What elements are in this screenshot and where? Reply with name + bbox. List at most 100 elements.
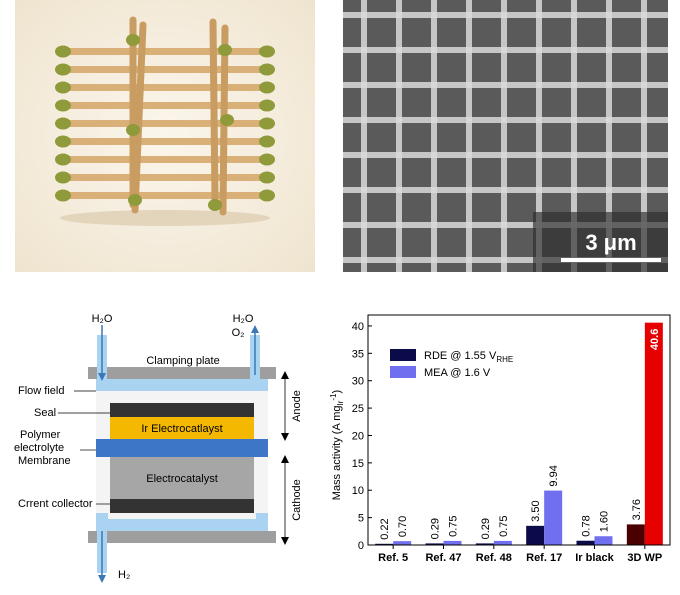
sem-line (361, 0, 367, 272)
bar-mea-3 (544, 490, 563, 545)
sem-line (343, 47, 668, 53)
matchstick (65, 66, 265, 73)
matchstick (65, 48, 265, 55)
category-label: Ref. 17 (526, 552, 562, 564)
seal-layer (110, 403, 254, 417)
water-outlet-label: H₂O (233, 313, 254, 325)
y-tick-label: 40 (352, 321, 364, 333)
scale-bar-label: 3 μm (585, 230, 636, 255)
anode-label: Anode (291, 390, 303, 422)
sem-line (571, 0, 577, 272)
matchstick (65, 84, 265, 91)
matchstick (65, 120, 265, 127)
sem-line (343, 222, 668, 228)
category-label: Ref. 47 (425, 552, 461, 564)
bar-rde-4 (576, 540, 595, 545)
hydrogen-outlet-label: H₂ (118, 569, 130, 581)
category-label: Ref. 5 (378, 552, 408, 564)
y-tick-label: 15 (352, 458, 364, 470)
electrocatalyst-layer (110, 457, 254, 499)
matchstick (65, 174, 265, 181)
sem-line (343, 257, 668, 263)
category-label: Ref. 48 (476, 552, 512, 564)
bar-mea-4 (594, 536, 613, 545)
bar-mea-1 (443, 540, 462, 545)
water-inlet-label: H₂O (92, 313, 113, 325)
bar-mea-0 (393, 541, 412, 545)
y-tick-label: 0 (358, 540, 364, 552)
electrocatalyst-label: Electrocatalyst (146, 473, 218, 485)
y-tick-label: 20 (352, 430, 364, 442)
membrane-label-line3: Membrane (18, 455, 71, 467)
current-collector-layer (110, 499, 254, 513)
oxygen-outlet-label: O₂ (232, 327, 245, 339)
sem-line (343, 187, 668, 193)
sem-line (536, 0, 542, 272)
matchstick-illustration (15, 0, 315, 272)
mass-activity-chart: Mass activity (A mgIr-1) 0.22 0.70 0.29 0.7… (330, 305, 680, 595)
legend-swatch-rde (390, 349, 416, 361)
data-label: 40.6 (649, 329, 661, 350)
legend-swatch-mea (390, 366, 416, 378)
legend-label-mea: MEA @ 1.6 V (424, 367, 491, 379)
current-collector-label: Crrent collector (18, 498, 93, 510)
legend-label-rde: RDE @ 1.55 VRHE (424, 350, 513, 364)
clamping-plate-label: Clamping plate (146, 355, 219, 367)
data-label: 0.75 (498, 515, 510, 536)
bar-rde-0 (375, 543, 394, 545)
sem-line (343, 82, 668, 88)
bar-mea-2 (493, 540, 512, 545)
sem-line (641, 0, 647, 272)
matchstick (65, 156, 265, 163)
y-tick-label: 10 (352, 485, 364, 497)
membrane-label: Polymer electrolyte Membrane (14, 429, 71, 467)
electrolyzer-cell-diagram: Clamping plate H₂O H₂O O₂ Ir Electrocatl… (0, 295, 330, 595)
sem-grid-illustration: 3 μm (343, 0, 668, 272)
data-label: 0.78 (581, 515, 593, 536)
matchstick (65, 192, 265, 199)
flow-field-bottom (96, 519, 268, 531)
sem-line (343, 117, 668, 123)
seal-label: Seal (34, 407, 56, 419)
bar-rde-3 (526, 525, 545, 545)
category-label: Ir black (575, 552, 614, 564)
sem-line (466, 0, 472, 272)
bar-rde-5 (626, 524, 645, 545)
matchstick (209, 18, 219, 204)
ir-electrocatalyst-layer (110, 417, 254, 439)
clamping-plate-bottom (88, 531, 276, 543)
y-tick-label: 35 (352, 348, 364, 360)
data-label: 0.70 (397, 516, 409, 537)
sem-micrograph: 3 μm (343, 0, 668, 272)
y-tick-label: 5 (358, 513, 364, 525)
data-label: 3.76 (631, 499, 643, 520)
matchstick-lattice-photo (15, 0, 315, 272)
cathode-label: Cathode (291, 479, 303, 521)
bar-mea-5 (644, 322, 663, 545)
y-tick-label: 25 (352, 403, 364, 415)
bar-rde-2 (475, 543, 494, 545)
matchstick (65, 138, 265, 145)
y-tick-label: 30 (352, 376, 364, 388)
data-label: 3.50 (530, 500, 542, 521)
bar-rde-1 (425, 543, 444, 545)
sem-line (431, 0, 437, 272)
flow-field-label: Flow field (18, 385, 64, 397)
data-label: 0.75 (448, 515, 460, 536)
y-axis-label: Mass activity (A mgIr-1) (330, 390, 345, 500)
sem-line (501, 0, 507, 272)
sem-line (396, 0, 402, 272)
membrane-label-line1: Polymer (20, 429, 61, 441)
matchstick (131, 21, 147, 214)
data-label: 0.22 (379, 518, 391, 539)
scale-bar (561, 258, 661, 262)
clamping-plate (88, 367, 276, 379)
category-label: 3D WP (627, 552, 662, 564)
plot-frame (367, 314, 671, 546)
data-label: 1.60 (599, 511, 611, 532)
sem-line (343, 12, 668, 18)
data-label: 0.29 (430, 518, 442, 539)
data-label: 9.94 (548, 465, 560, 486)
sem-line (606, 0, 612, 272)
flow-field-top (96, 379, 268, 391)
